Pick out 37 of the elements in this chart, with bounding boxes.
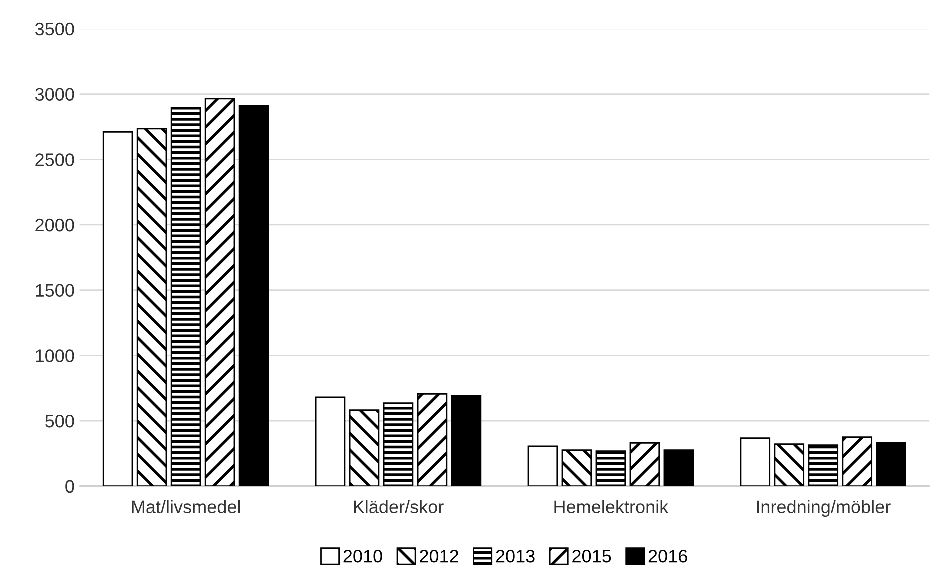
bar [596, 450, 626, 486]
bar [170, 107, 202, 486]
bar [383, 402, 414, 486]
bar [238, 105, 270, 486]
legend-label: 2016 [648, 550, 688, 563]
bar [102, 132, 134, 486]
bar [740, 438, 771, 486]
y-tick-label: 3500 [35, 22, 74, 36]
y-tick-label: 2500 [36, 154, 74, 166]
x-tick-label: Hemelektronik [554, 500, 669, 514]
y-tick-label: 1000 [36, 350, 74, 362]
y-tick-label: 2000 [36, 218, 74, 232]
x-tick-label: Kläder/skor [354, 500, 444, 514]
legend-label: 2013 [496, 550, 535, 563]
bar [204, 98, 236, 486]
bar [315, 396, 346, 486]
legend-label: 2010 [344, 550, 382, 563]
bar [630, 442, 660, 486]
x-tick-label: Inredning/möbler [757, 500, 891, 518]
x-tick-label: Mat/livsmedel [132, 500, 240, 514]
bar [664, 450, 694, 486]
bar [451, 395, 482, 486]
bar [774, 444, 805, 486]
y-tick-label: 3000 [35, 88, 74, 102]
bar [562, 450, 592, 486]
y-tick-label: 1500 [36, 284, 74, 298]
bar [136, 128, 168, 486]
bar [417, 394, 448, 486]
bar [349, 410, 380, 486]
y-tick-label: 500 [46, 414, 74, 428]
bar [808, 444, 839, 486]
y-tick-label: 0 [66, 480, 74, 494]
bar [876, 442, 907, 486]
bar [842, 436, 873, 486]
legend-label: 2015 [572, 550, 612, 563]
bar [528, 446, 558, 486]
legend-label: 2012 [420, 550, 458, 563]
